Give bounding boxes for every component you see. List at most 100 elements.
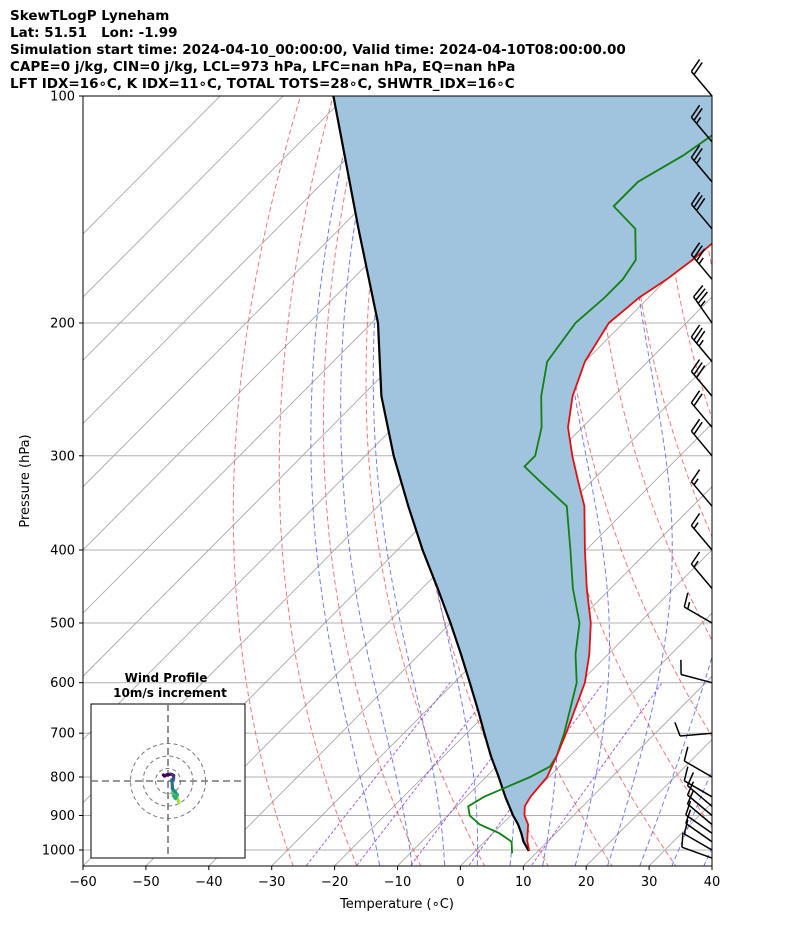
wind-barb-staff bbox=[683, 760, 713, 778]
skewed-isotherm bbox=[83, 96, 284, 298]
y-axis-label: Pressure (hPa) bbox=[18, 434, 33, 527]
wind-barb-staff bbox=[687, 785, 713, 807]
sounding-profiles bbox=[332, 96, 712, 854]
y-tick-label: 1000 bbox=[42, 844, 75, 859]
x-tick-label: −10 bbox=[384, 875, 411, 890]
chart-header: SkewTLogP Lyneham Lat: 51.51 Lon: -1.99 Si… bbox=[10, 8, 626, 93]
wind-barb-feather bbox=[693, 421, 703, 435]
moist-adiabat bbox=[340, 96, 413, 866]
temperature-line bbox=[523, 242, 712, 851]
x-tick-label: 10 bbox=[515, 875, 532, 890]
x-tick-label: 40 bbox=[704, 875, 721, 890]
wind-barb-feather bbox=[690, 144, 701, 158]
hodograph-segment bbox=[161, 773, 167, 778]
y-tick-label: 600 bbox=[50, 676, 75, 691]
wind-barb-staff bbox=[690, 116, 713, 143]
x-tick-label: 20 bbox=[578, 875, 595, 890]
dewpoint-line bbox=[467, 134, 712, 854]
wind-barb-feather bbox=[685, 800, 692, 816]
moist-adiabat bbox=[372, 96, 446, 866]
x-tick-label: 30 bbox=[641, 875, 658, 890]
x-tick-label: 0 bbox=[456, 875, 464, 890]
wind-barb-staff bbox=[680, 732, 713, 737]
parcel-line bbox=[332, 96, 530, 852]
wind-barb-staff bbox=[690, 336, 713, 363]
skewed-isotherm bbox=[585, 738, 712, 866]
wind-barb bbox=[690, 144, 713, 183]
wind-barb-staff bbox=[690, 71, 713, 97]
wind-barb-feather bbox=[697, 291, 708, 304]
wind-barb-feather bbox=[693, 147, 703, 161]
wind-barb bbox=[690, 324, 713, 363]
dry-adiabat bbox=[323, 96, 422, 866]
wind-barb-half-feather bbox=[693, 560, 699, 568]
y-axis-ticks: 100 200 300 400 500 600 700 800 900 1000 bbox=[42, 90, 83, 859]
wind-barb-staff bbox=[690, 371, 713, 397]
wind-barb bbox=[683, 766, 713, 798]
wind-barb-staff bbox=[690, 156, 713, 183]
wind-barb-half-feather bbox=[699, 300, 706, 308]
wind-barb-half-feather bbox=[698, 257, 704, 265]
wind-barb-staff bbox=[685, 822, 713, 843]
wind-barb-staff bbox=[690, 203, 713, 230]
wind-barb-feather bbox=[690, 512, 701, 526]
wind-barb-staff bbox=[681, 846, 713, 859]
skewed-isotherm bbox=[208, 359, 712, 866]
wind-barb-feather bbox=[690, 324, 701, 338]
y-tick-label: 800 bbox=[50, 771, 75, 786]
wind-barb-staff bbox=[683, 833, 713, 851]
y-tick-label: 500 bbox=[50, 617, 75, 632]
y-tick-label: 300 bbox=[50, 449, 75, 464]
mixing-ratio-line bbox=[355, 682, 499, 866]
wind-barb bbox=[690, 58, 713, 97]
dry-adiabat bbox=[278, 96, 358, 866]
skewed-isotherm bbox=[333, 486, 712, 866]
wind-barb-staff bbox=[680, 673, 713, 684]
wind-barb-feather bbox=[683, 592, 689, 608]
wind-barb bbox=[683, 746, 713, 778]
skewed-isotherm bbox=[270, 422, 712, 866]
wind-barb-staff bbox=[687, 803, 713, 826]
wind-barb-half-feather bbox=[695, 157, 702, 164]
wind-barb-staff bbox=[690, 563, 713, 589]
wind-barb-feather bbox=[690, 359, 701, 372]
wind-barb-feather bbox=[690, 469, 701, 483]
wind-barb bbox=[683, 819, 713, 851]
wind-barb-feather bbox=[690, 191, 701, 205]
moist-adiabat bbox=[639, 96, 712, 866]
hodograph-title: Wind Profile bbox=[125, 671, 208, 685]
x-tick-label: −40 bbox=[195, 875, 222, 890]
skewed-isotherm bbox=[522, 675, 712, 866]
wind-barb-feather bbox=[693, 327, 703, 341]
wind-barb-staff bbox=[690, 402, 713, 428]
wind-barb-half-feather bbox=[693, 478, 699, 486]
wind-barb-feather bbox=[674, 722, 681, 737]
x-tick-label: −30 bbox=[258, 875, 285, 890]
dry-adiabat bbox=[754, 62, 794, 882]
wind-barb-staff bbox=[690, 254, 713, 280]
skewed-isotherm bbox=[83, 96, 347, 361]
wind-barb-staff bbox=[683, 606, 713, 624]
wind-barb-feather bbox=[683, 766, 689, 781]
dry-adiabat bbox=[557, 96, 712, 738]
moist-adiabat bbox=[310, 96, 381, 866]
wind-barb-half-feather bbox=[687, 601, 691, 610]
wind-barb-half-feather bbox=[698, 339, 704, 347]
wind-barb bbox=[685, 800, 713, 834]
wind-barb-feather bbox=[681, 832, 684, 848]
wind-barb-feather bbox=[695, 248, 706, 262]
wind-barb-feather bbox=[693, 245, 703, 259]
skewed-isotherm bbox=[83, 96, 221, 235]
wind-barb-feather bbox=[690, 104, 701, 118]
wind-barb-feather bbox=[693, 362, 703, 376]
wind-barb-staff bbox=[683, 780, 713, 798]
hodograph-subtitle: 10m/s increment bbox=[113, 686, 227, 700]
wind-barb-half-feather bbox=[693, 522, 699, 529]
dry-adiabat bbox=[625, 96, 712, 538]
wind-barb-feather bbox=[695, 197, 706, 211]
wind-barb-feather bbox=[695, 330, 706, 344]
wind-barb bbox=[681, 832, 713, 859]
wind-barb-feather bbox=[693, 107, 703, 121]
dry-adiabat bbox=[592, 96, 712, 642]
hodograph-inset: Wind Profile 10m/s increment bbox=[90, 671, 246, 859]
